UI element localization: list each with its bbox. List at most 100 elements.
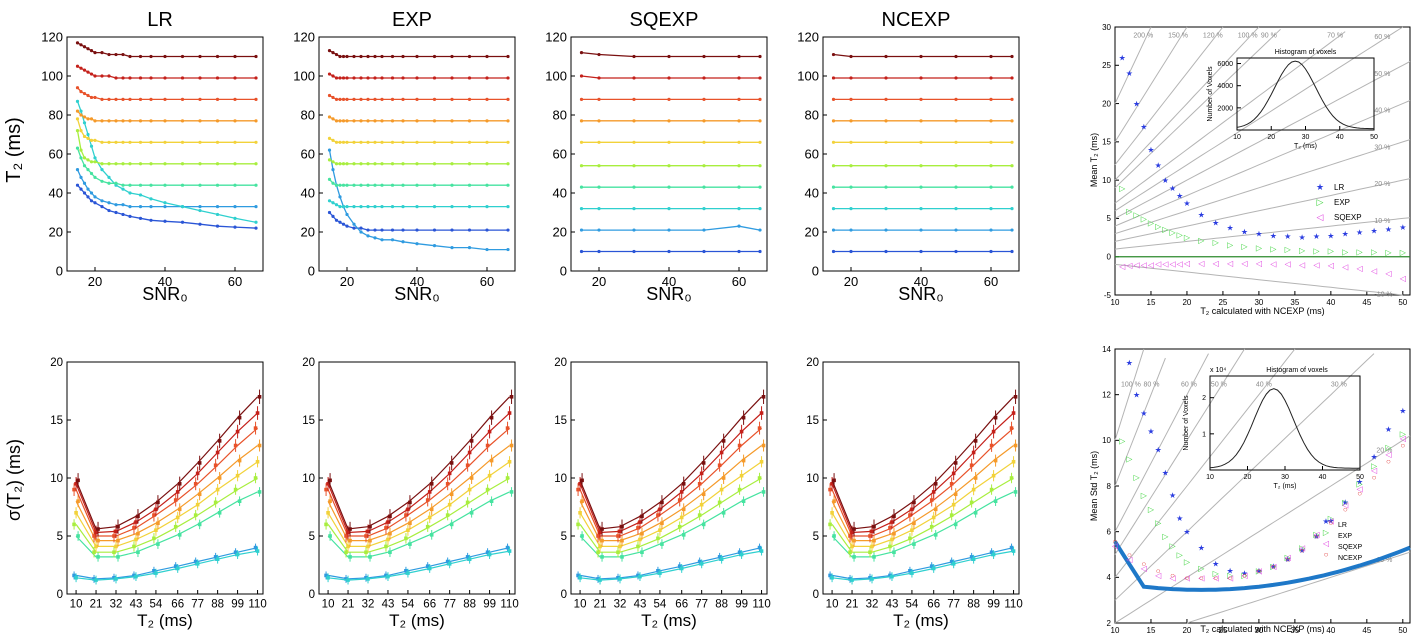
data-point bbox=[596, 577, 600, 581]
data-point bbox=[334, 218, 339, 222]
x-axis-label: T₂ (ms) bbox=[893, 611, 949, 630]
data-point bbox=[578, 511, 582, 515]
marker: ★ bbox=[1140, 123, 1147, 132]
data-point bbox=[445, 559, 450, 564]
bot-2-xtick-label: 43 bbox=[634, 599, 647, 611]
data-point bbox=[884, 185, 888, 189]
data-point bbox=[888, 526, 892, 530]
data-point bbox=[107, 162, 111, 166]
marker: ★ bbox=[1313, 232, 1320, 241]
marker: ★ bbox=[1356, 228, 1363, 237]
data-point bbox=[163, 205, 167, 209]
marker: ◁ bbox=[1400, 274, 1407, 283]
data-point bbox=[828, 573, 832, 578]
data-point bbox=[576, 487, 580, 492]
mean-std-t2-ytick-label: 8 bbox=[1107, 482, 1112, 491]
mean-std-t2-xtick-label: 15 bbox=[1147, 626, 1156, 634]
data-point bbox=[254, 76, 258, 80]
bot-0-xtick-label: 21 bbox=[90, 599, 103, 611]
data-point bbox=[198, 162, 202, 166]
data-point bbox=[380, 54, 384, 59]
data-point bbox=[868, 575, 872, 580]
data-point bbox=[180, 162, 185, 166]
data-point bbox=[597, 185, 601, 189]
y-axis-label: Mean Std T₂ (ms) bbox=[1089, 451, 1099, 521]
top-lr-ytick-label: 40 bbox=[49, 186, 63, 201]
data-point bbox=[121, 183, 125, 187]
mean-std-t2-xtick-label: 10 bbox=[1111, 626, 1120, 634]
data-point bbox=[717, 500, 722, 505]
data-point bbox=[233, 162, 237, 166]
marker: ★ bbox=[1399, 407, 1406, 416]
marker: ★ bbox=[1162, 176, 1169, 185]
marker: ◁ bbox=[1169, 260, 1176, 269]
marker: ★ bbox=[1176, 191, 1183, 200]
data-point bbox=[235, 473, 240, 478]
series-line bbox=[327, 477, 510, 553]
data-point bbox=[1010, 97, 1014, 101]
data-point bbox=[114, 140, 118, 144]
series-line bbox=[579, 477, 762, 553]
marker: ◁ bbox=[1227, 573, 1234, 582]
marker: ○ bbox=[1185, 573, 1190, 582]
data-point bbox=[100, 140, 104, 144]
bot-3-ytick-label: 5 bbox=[813, 531, 819, 543]
data-point bbox=[345, 205, 349, 209]
data-point bbox=[616, 534, 620, 538]
data-point bbox=[100, 162, 104, 166]
data-point bbox=[390, 97, 395, 101]
inset-top-ytick-label: 4000 bbox=[1217, 83, 1233, 90]
data-point bbox=[597, 140, 601, 144]
marker: ◁ bbox=[1328, 261, 1335, 270]
inset-bottom-xtick-label: 10 bbox=[1206, 474, 1214, 481]
data-point bbox=[341, 222, 346, 226]
mean-t2-ytick-label: 15 bbox=[1102, 138, 1111, 147]
series-line bbox=[831, 491, 1014, 558]
data-point bbox=[388, 550, 392, 555]
data-point bbox=[757, 545, 762, 550]
data-point bbox=[180, 140, 185, 144]
data-point bbox=[327, 199, 332, 203]
data-point bbox=[600, 555, 604, 559]
data-point bbox=[868, 534, 872, 538]
mean-std-t2-xtick-label: 30 bbox=[1254, 626, 1263, 634]
series-line bbox=[831, 461, 1014, 548]
data-point bbox=[366, 183, 370, 187]
data-point bbox=[345, 97, 349, 101]
marker: ▷ bbox=[1357, 480, 1364, 489]
data-point bbox=[149, 183, 153, 187]
data-point bbox=[338, 183, 342, 187]
data-point bbox=[154, 528, 158, 532]
data-point bbox=[327, 115, 332, 119]
data-point bbox=[467, 162, 472, 166]
top-ncexp-ytick-label: 100 bbox=[797, 69, 819, 84]
data-point bbox=[506, 162, 510, 166]
percent-label: 20 % bbox=[1376, 447, 1392, 454]
data-point bbox=[121, 140, 125, 144]
marker: ▷ bbox=[1299, 246, 1306, 255]
data-point bbox=[487, 429, 492, 434]
data-point bbox=[598, 578, 602, 582]
data-point bbox=[233, 97, 237, 101]
marker: ◁ bbox=[1112, 541, 1119, 550]
data-point bbox=[658, 571, 662, 575]
marker: ◁ bbox=[1198, 573, 1205, 582]
data-point bbox=[469, 439, 474, 443]
data-point bbox=[832, 478, 836, 483]
data-point bbox=[933, 507, 938, 512]
data-point bbox=[908, 536, 912, 541]
series-line bbox=[77, 87, 256, 101]
bot-3-xtick-label: 21 bbox=[846, 599, 859, 611]
data-point bbox=[366, 529, 370, 534]
data-point bbox=[991, 429, 996, 434]
bot-2-ytick-label: 0 bbox=[561, 589, 567, 601]
data-point bbox=[75, 183, 80, 187]
data-point bbox=[213, 500, 218, 505]
data-point bbox=[154, 507, 158, 512]
data-point bbox=[100, 168, 104, 172]
marker: ◁ bbox=[1256, 566, 1263, 575]
data-point bbox=[949, 513, 954, 517]
series-line bbox=[77, 42, 256, 58]
data-point bbox=[679, 566, 684, 571]
